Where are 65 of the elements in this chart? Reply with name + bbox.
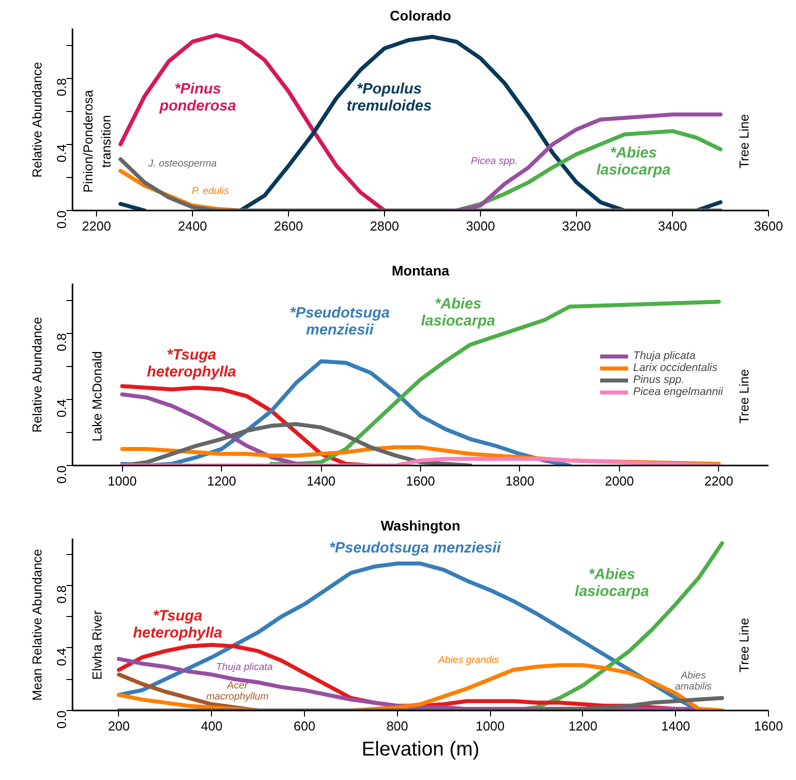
annotation: P. edulis — [192, 186, 229, 197]
annotation: J. osteosperma — [147, 158, 218, 170]
annotation: *Tsuga heterophylla — [133, 608, 222, 642]
annotation: *Tsuga heterophylla — [146, 346, 236, 381]
x-tick-label: 1600 — [754, 718, 783, 734]
y-tick-label: 0.8 — [54, 333, 69, 352]
y-tick-label: 0.8 — [54, 585, 69, 604]
x-tick-label: 2200 — [704, 474, 734, 488]
x-tick-label: 1400 — [306, 474, 336, 488]
legend-label: Pinus spp. — [633, 374, 684, 386]
y-tick-label: 0.0 — [54, 710, 69, 729]
annotation: Thuja plicata — [216, 662, 274, 673]
x-tick-label: 2200 — [82, 218, 111, 234]
annotation: Tree Line — [736, 369, 752, 424]
y-axis-title: Mean Relative Abundance — [30, 548, 44, 701]
chart-title: Washington — [380, 518, 460, 534]
annotation: Tree Line — [736, 114, 752, 169]
annotation: Pinion/Ponderosa transition — [80, 89, 114, 193]
y-tick-label: 0.0 — [54, 210, 69, 229]
x-tick-label: 2600 — [274, 218, 303, 234]
x-tick-label: 2400 — [178, 218, 207, 234]
chart-title: Colorado — [390, 8, 452, 24]
x-tick-label: 1800 — [505, 474, 534, 488]
annotation: *Abies lasiocarpa — [596, 144, 671, 178]
annotation: *Abies lasiocarpa — [420, 296, 496, 330]
x-tick-label: 400 — [200, 718, 223, 734]
y-tick-label: 0.4 — [54, 648, 69, 666]
legend-label: Picea engelmannii — [633, 386, 723, 398]
x-tick-label: 3400 — [658, 218, 687, 234]
x-tick-label: 800 — [386, 718, 408, 734]
y-axis-title: Relative Abundance — [30, 317, 44, 433]
annotation: Elwha River — [89, 610, 104, 680]
y-axis-title: Relative Abundance — [30, 62, 44, 178]
x-tick-label: 1200 — [207, 474, 236, 488]
x-tick-label: 2800 — [370, 218, 399, 234]
x-tick-label: 1400 — [661, 718, 690, 734]
x-tick-label: 1000 — [108, 474, 137, 488]
annotation: Abies grandis — [437, 655, 499, 666]
annotation: Lake McDonald — [89, 351, 104, 442]
x-tick-label: 2000 — [604, 474, 634, 488]
x-tick-label: 3600 — [754, 218, 783, 234]
x-tick-label: 3200 — [562, 218, 591, 234]
x-tick-label: 1600 — [406, 474, 435, 488]
x-tick-label: 1200 — [568, 718, 598, 734]
y-tick-label: 0.0 — [54, 465, 69, 484]
annotation: Tree Line — [736, 618, 752, 672]
x-tick-label: 1000 — [476, 718, 505, 734]
annotation: *Populus tremuloides — [346, 80, 432, 115]
annotation: Picea spp. — [470, 156, 518, 167]
y-tick-label: 0.4 — [54, 399, 69, 418]
annotation: *Pseudotsuga menziesii — [329, 539, 502, 556]
y-tick-label: 0.4 — [54, 144, 69, 162]
annotation: Abies amabilis — [674, 670, 712, 692]
legend-label: Thuja plicata — [633, 350, 696, 362]
legend-label: Larix occidentalis — [633, 362, 718, 374]
annotation: *Abies lasiocarpa — [574, 566, 650, 600]
x-tick-label: 200 — [108, 718, 130, 734]
chart-title: Montana — [392, 262, 450, 278]
annotation: *Pseudotsuga menziesii — [290, 304, 390, 339]
x-axis-title: Elevation (m) — [362, 738, 480, 760]
annotation: *Pinus ponderosa — [158, 80, 236, 115]
annotation: Acer macrophyllum — [206, 680, 269, 703]
x-tick-label: 3000 — [466, 218, 495, 234]
x-tick-label: 600 — [294, 718, 316, 734]
y-tick-label: 0.8 — [54, 78, 69, 96]
